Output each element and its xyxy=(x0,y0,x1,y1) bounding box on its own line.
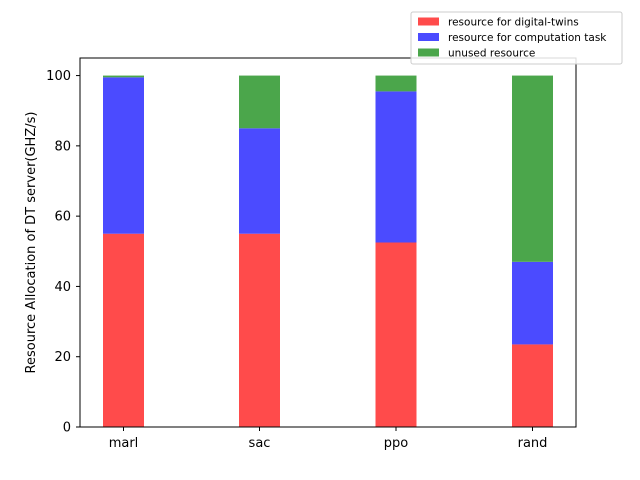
x-tick-label-ppo: ppo xyxy=(384,436,409,451)
x-tick-label-sac: sac xyxy=(249,436,271,451)
legend-box xyxy=(410,11,623,65)
legend: resource for digital-twins resource for c… xyxy=(410,11,623,65)
y-tick-label-40: 40 xyxy=(54,280,71,295)
y-tick-label-100: 100 xyxy=(46,69,71,84)
bar-marl-series-2 xyxy=(103,77,144,234)
y-tick-label-20: 20 xyxy=(54,350,71,365)
legend-swatch-2 xyxy=(418,33,439,41)
legend-label-3: unused resource xyxy=(448,48,535,60)
x-tick-label-rand: rand xyxy=(518,436,548,451)
bar-sac-series-2 xyxy=(239,128,280,234)
legend-swatch-1 xyxy=(418,17,439,26)
legend-label-1: resource for digital-twins xyxy=(448,17,579,29)
x-axis: marl sac ppo rand xyxy=(109,427,548,451)
plot-frame xyxy=(79,57,577,428)
legend-swatch-3 xyxy=(418,48,439,57)
y-tick-label-80: 80 xyxy=(54,139,71,154)
bar-marl-series-1 xyxy=(103,233,144,427)
bar-ppo-series-3 xyxy=(375,75,417,92)
x-tick-label-marl: marl xyxy=(109,436,139,451)
bar-rand-series-2 xyxy=(512,261,553,345)
bar-rand-series-3 xyxy=(512,75,553,262)
bar-ppo-series-1 xyxy=(375,242,417,427)
legend-entries: resource for digital-twins resource for c… xyxy=(418,17,607,60)
y-tick-label-0: 0 xyxy=(63,421,71,436)
bar-sac-series-3 xyxy=(239,75,280,129)
bar-sac-series-1 xyxy=(239,233,280,427)
bar-rand-series-1 xyxy=(512,344,553,427)
y-axis: 0 20 40 60 80 100 xyxy=(46,69,80,436)
bar-ppo-series-2 xyxy=(375,91,417,243)
bars-layer xyxy=(103,75,553,427)
bar-marl-series-3 xyxy=(103,75,144,78)
y-axis-label: Resource Allocation of DT server(GHZ/s) xyxy=(24,112,39,374)
legend-label-2: resource for computation task xyxy=(448,32,607,44)
y-tick-label-60: 60 xyxy=(54,210,71,225)
